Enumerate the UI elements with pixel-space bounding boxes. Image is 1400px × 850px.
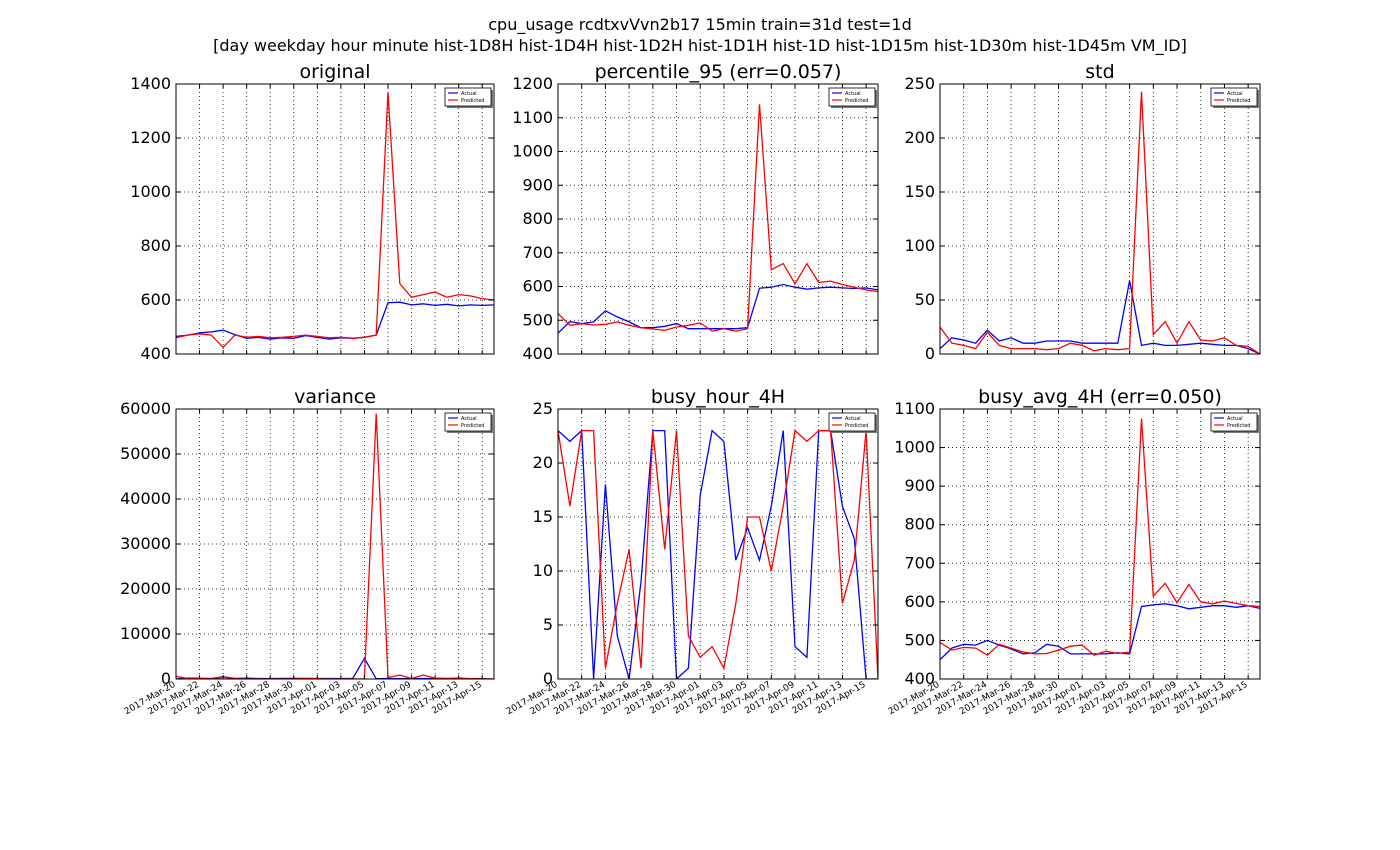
series-line-predicted <box>940 418 1260 656</box>
ytick-label: 0 <box>543 669 553 688</box>
ytick-label: 1100 <box>894 399 935 418</box>
subplot-4: 01000020000300004000050000600002017-Mar-… <box>120 386 495 717</box>
ytick-label: 20000 <box>120 579 171 598</box>
plot-frame <box>939 408 1261 680</box>
subplot-title: busy_hour_4H <box>651 386 785 408</box>
ytick-label: 800 <box>904 515 935 534</box>
ytick-label: 10 <box>533 561 553 580</box>
ytick-label: 1400 <box>130 74 171 93</box>
subplot-title: percentile_95 (err=0.057) <box>595 61 842 83</box>
ytick-label: 60000 <box>120 399 171 418</box>
ytick-label: 500 <box>522 310 553 329</box>
ytick-label: 1000 <box>130 182 171 201</box>
ytick-label: 250 <box>904 74 935 93</box>
series-line-actual <box>176 301 494 340</box>
legend-label-predicted: Predicted <box>845 98 868 104</box>
ytick-label: 5 <box>543 615 553 634</box>
legend-label-actual: Actual <box>1227 91 1243 97</box>
ytick-label: 800 <box>522 209 553 228</box>
plot-area <box>558 409 878 679</box>
ytick-label: 100 <box>904 236 935 255</box>
subplot-1: 400 600 800 1000 1200 1400 original ActualPredi… <box>130 61 495 363</box>
legend-label-predicted: Predicted <box>845 423 868 429</box>
series-line-predicted <box>940 91 1260 354</box>
ytick-label: 1200 <box>512 74 553 93</box>
ytick-label: 600 <box>140 290 171 309</box>
plot-frame <box>175 83 495 355</box>
ytick-label: 1200 <box>130 128 171 147</box>
ytick-label: 1000 <box>512 142 553 161</box>
legend-label-predicted: Predicted <box>1227 423 1250 429</box>
plot-area <box>176 84 494 354</box>
series-line-predicted <box>176 92 494 349</box>
ytick-label: 10000 <box>120 624 171 643</box>
ytick-label: 0 <box>161 669 171 688</box>
ytick-label: 40000 <box>120 489 171 508</box>
ytick-label: 400 <box>522 344 553 363</box>
subplot-2: 400 500 600 700 800 900 1000 1100 1200 percentile… <box>512 61 879 363</box>
legend-label-predicted: Predicted <box>1227 98 1250 104</box>
subplot-title: std <box>1085 61 1114 83</box>
ytick-label: 700 <box>522 243 553 262</box>
ytick-label: 50000 <box>120 444 171 463</box>
ytick-label: 20 <box>533 453 553 472</box>
series-line-predicted <box>558 104 878 332</box>
ytick-label: 15 <box>533 507 553 526</box>
ytick-label: 900 <box>904 476 935 495</box>
plot-frame <box>939 83 1261 355</box>
plot-area <box>176 409 494 679</box>
ytick-label: 700 <box>904 553 935 572</box>
ytick-label: 800 <box>140 236 171 255</box>
legend-label-actual: Actual <box>461 91 477 97</box>
ytick-label: 150 <box>904 182 935 201</box>
ytick-label: 500 <box>904 630 935 649</box>
ytick-label: 200 <box>904 128 935 147</box>
ytick-label: 600 <box>522 277 553 296</box>
ytick-label: 1000 <box>894 438 935 457</box>
series-line-actual <box>940 280 1260 354</box>
ytick-label: 400 <box>904 669 935 688</box>
plot-area <box>940 84 1260 354</box>
ytick-label: 900 <box>522 175 553 194</box>
plot-area <box>940 409 1260 679</box>
ytick-label: 50 <box>915 290 935 309</box>
subplot-5: 05101520252017-Mar-202017-Mar-222017-Mar… <box>505 386 879 717</box>
series-line-actual <box>558 283 878 334</box>
ytick-label: 25 <box>533 399 553 418</box>
legend-label-actual: Actual <box>845 416 861 422</box>
plot-frame <box>557 408 879 680</box>
series-line-predicted <box>558 429 878 679</box>
subplot-6: 400500600700800900100011002017-Mar-20201… <box>887 386 1261 717</box>
ytick-label: 0 <box>925 344 935 363</box>
legend-label-actual: Actual <box>1227 416 1243 422</box>
figure-title-line1: cpu_usage rcdtxvVvn2b17 15min train=31d … <box>488 15 912 34</box>
ytick-label: 30000 <box>120 534 171 553</box>
series-line-actual <box>940 603 1260 661</box>
ytick-label: 400 <box>140 344 171 363</box>
ytick-label: 600 <box>904 592 935 611</box>
figure-title-line2: [day weekday hour minute hist-1D8H hist-… <box>213 36 1187 55</box>
legend-label-actual: Actual <box>461 416 477 422</box>
ytick-label: 1100 <box>512 108 553 127</box>
subplot-title: variance <box>294 386 376 408</box>
legend-label-actual: Actual <box>845 91 861 97</box>
subplot-title: original <box>299 61 370 83</box>
legend-label-predicted: Predicted <box>461 98 484 104</box>
subplot-title: busy_avg_4H (err=0.050) <box>978 386 1222 408</box>
legend-label-predicted: Predicted <box>461 423 484 429</box>
